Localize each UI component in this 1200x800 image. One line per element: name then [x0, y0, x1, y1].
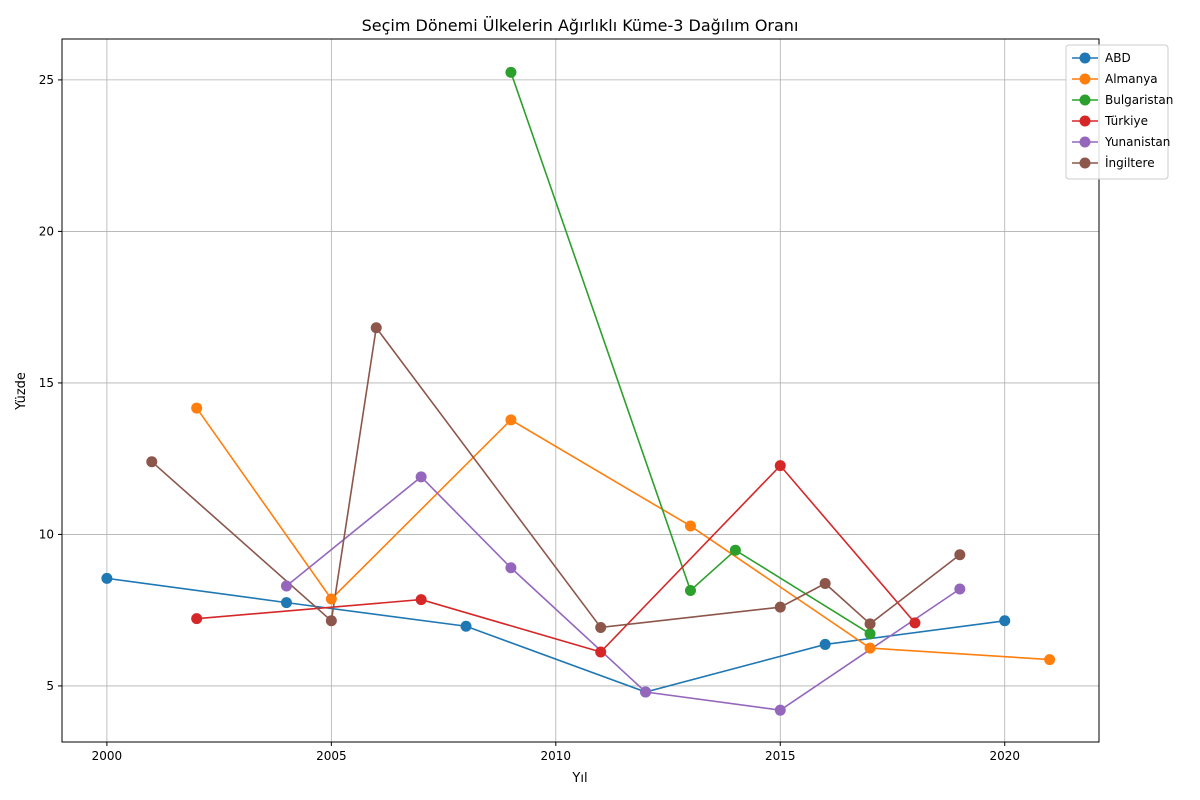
y-tick-label: 10: [39, 527, 54, 541]
data-point-i-ngiltere: [595, 621, 607, 633]
x-tick-label: 2000: [92, 749, 123, 763]
data-point-i-ngiltere: [954, 549, 966, 561]
legend-marker: [1079, 136, 1091, 148]
x-axis-ticks: 2000 2005 2010 2015 2020: [92, 742, 1020, 763]
data-point-yunanistan: [280, 580, 292, 592]
data-point-almanya: [505, 414, 517, 426]
legend-marker: [1079, 73, 1091, 85]
x-tick-label: 2005: [316, 749, 347, 763]
data-point-bulgaristan: [864, 628, 876, 640]
legend-marker: [1079, 52, 1091, 64]
data-point-i-ngiltere: [774, 601, 786, 613]
x-tick-label: 2015: [765, 749, 796, 763]
data-point-yunanistan: [415, 471, 427, 483]
data-point-t-rkiye: [595, 646, 607, 658]
data-point-almanya: [864, 642, 876, 654]
data-point-yunanistan: [505, 562, 517, 574]
plot-frame: [61, 38, 1100, 743]
data-point-yunanistan: [640, 686, 652, 698]
y-axis-label: Yüzde: [14, 372, 29, 411]
y-tick-label: 25: [39, 73, 54, 87]
y-axis-ticks: 5 10 15 20 25: [39, 73, 62, 693]
legend-label: Yunanistan: [1104, 135, 1170, 149]
legend-marker: [1079, 115, 1091, 127]
x-axis-label: Yıl: [571, 771, 587, 786]
data-point-almanya: [1044, 654, 1056, 666]
data-point-t-rkiye: [191, 613, 203, 625]
data-point-t-rkiye: [415, 594, 427, 606]
data-point-i-ngiltere: [146, 456, 158, 468]
data-point-bulgaristan: [684, 584, 696, 596]
legend: ABD Almanya Bulgaristan Türkiye Yunanistan İn…: [1065, 44, 1173, 180]
legend-label: ABD: [1105, 51, 1131, 65]
data-point-abd: [280, 597, 292, 609]
series-line-i-ngiltere: [151, 325, 961, 629]
data-point-abd: [999, 615, 1011, 627]
legend-marker: [1079, 157, 1091, 169]
y-tick-label: 5: [46, 679, 54, 693]
data-point-t-rkiye: [774, 460, 786, 472]
data-point-bulgaristan: [505, 66, 517, 78]
y-tick-label: 20: [39, 224, 54, 238]
legend-marker: [1079, 94, 1091, 106]
data-point-i-ngiltere: [325, 615, 337, 627]
series-line-abd: [106, 577, 1005, 693]
data-point-i-ngiltere: [864, 618, 876, 630]
data-point-yunanistan: [954, 583, 966, 595]
data-point-bulgaristan: [729, 544, 741, 556]
chart-title: Seçim Dönemi Ülkelerin Ağırlıklı Küme-3 …: [362, 16, 799, 35]
series-line-bulgaristan: [510, 72, 871, 635]
legend-label: Bulgaristan: [1105, 93, 1173, 107]
data-point-almanya: [684, 520, 696, 532]
x-tick-label: 2010: [541, 749, 572, 763]
data-point-i-ngiltere: [819, 578, 831, 590]
data-point-almanya: [325, 593, 337, 605]
legend-label: Almanya: [1105, 72, 1158, 86]
legend-label: İngiltere: [1105, 155, 1155, 170]
data-point-abd: [460, 620, 472, 632]
legend-label: Türkiye: [1104, 114, 1148, 128]
data-point-yunanistan: [774, 704, 786, 716]
series-points: [101, 66, 1056, 716]
y-tick-label: 15: [39, 376, 54, 390]
series-line-yunanistan: [285, 475, 961, 712]
data-point-t-rkiye: [909, 617, 921, 629]
data-point-abd: [101, 572, 113, 584]
data-point-i-ngiltere: [370, 322, 382, 334]
x-tick-label: 2020: [989, 749, 1020, 763]
data-point-almanya: [191, 402, 203, 414]
data-point-abd: [819, 638, 831, 650]
